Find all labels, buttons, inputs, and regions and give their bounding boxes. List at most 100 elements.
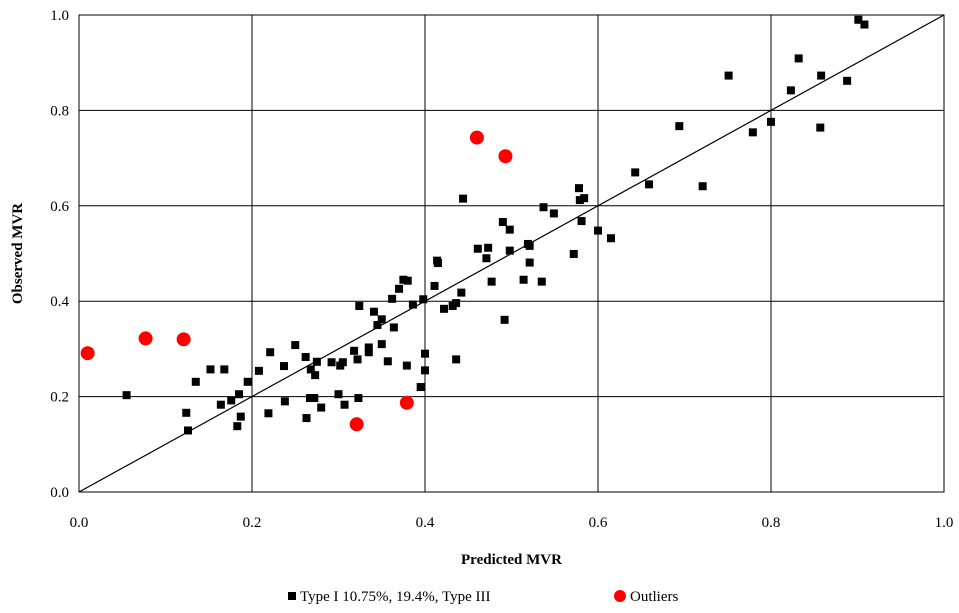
y-axis-tick-labels: 0.0 0.2 0.4 0.6 0.8 1.0	[50, 8, 69, 501]
data-point-square	[473, 244, 482, 253]
data-point-square	[539, 203, 548, 212]
data-point-square	[377, 340, 386, 349]
legend: Type I 10.75%, 19.4%, Type III Outliers	[288, 589, 678, 605]
data-point-square	[606, 234, 615, 243]
x-tick-label: 0.6	[589, 515, 608, 531]
data-point-square	[519, 275, 528, 284]
data-point-square	[311, 371, 320, 380]
data-point-outlier	[469, 130, 484, 145]
legend-label-type-i: Type I 10.75%, 19.4%, Type III	[300, 589, 491, 605]
data-point-square	[220, 365, 229, 374]
data-point-square	[452, 355, 461, 364]
y-tick-label: 0.0	[50, 485, 69, 501]
data-point-square	[122, 391, 131, 400]
data-point-square	[183, 426, 192, 435]
data-point-square	[373, 321, 382, 330]
data-point-square	[459, 194, 468, 203]
data-point-square	[334, 390, 343, 399]
data-point-square	[364, 343, 373, 352]
data-point-square	[724, 71, 733, 80]
data-point-square	[452, 299, 461, 308]
data-point-square	[233, 422, 242, 431]
data-point-outlier	[498, 149, 513, 164]
data-point-square	[698, 182, 707, 191]
data-point-square	[377, 315, 386, 324]
y-tick-label: 0.6	[50, 199, 69, 215]
y-tick-label: 0.4	[50, 294, 69, 310]
data-point-square	[235, 390, 244, 399]
data-point-square	[498, 218, 507, 227]
data-point-square	[854, 15, 863, 24]
data-point-square	[182, 408, 191, 417]
data-point-square	[191, 377, 200, 386]
data-point-square	[364, 348, 373, 357]
data-point-square	[433, 259, 442, 268]
data-point-square	[457, 288, 466, 297]
data-point-square	[549, 209, 558, 218]
data-point-square	[575, 196, 584, 205]
data-point-square	[484, 243, 493, 252]
data-point-square	[305, 394, 314, 403]
data-point-square	[395, 284, 404, 293]
data-point-square	[631, 168, 640, 177]
x-tick-label: 1.0	[935, 515, 954, 531]
data-point-square	[280, 397, 289, 406]
data-point-square	[748, 128, 757, 137]
data-point-square	[408, 300, 417, 309]
data-point-square	[580, 194, 589, 203]
data-point-square	[421, 349, 429, 358]
data-point-square	[500, 315, 509, 324]
y-axis-title: Observed MVR	[10, 203, 26, 304]
y-tick-label: 0.2	[50, 390, 69, 406]
data-point-square	[291, 341, 300, 350]
data-point-square	[505, 225, 514, 234]
data-point-square	[421, 366, 429, 375]
data-point-square	[817, 71, 826, 80]
data-point-outlier	[399, 395, 414, 410]
data-point-square	[306, 365, 315, 374]
data-point-square	[350, 346, 359, 355]
data-point-outlier	[80, 346, 95, 361]
series-outliers	[80, 130, 513, 432]
x-tick-label: 0.4	[416, 515, 435, 531]
y-tick-label: 0.8	[50, 103, 69, 119]
data-point-square	[419, 295, 428, 304]
legend-marker-type-i	[288, 592, 296, 600]
data-point-square	[416, 383, 425, 392]
data-point-square	[302, 414, 311, 423]
plot-border	[78, 14, 945, 493]
data-point-square	[310, 394, 319, 403]
data-point-square	[354, 394, 363, 403]
data-point-square	[402, 361, 411, 370]
series-type-i	[122, 15, 869, 435]
data-point-square	[675, 122, 684, 131]
data-point-square	[843, 76, 852, 85]
data-point-square	[794, 54, 803, 63]
legend-label-outliers: Outliers	[630, 589, 678, 605]
data-point-square	[383, 357, 392, 366]
data-point-square	[338, 358, 347, 367]
data-point-outlier	[138, 331, 153, 346]
data-point-square	[440, 304, 449, 313]
data-point-square	[369, 307, 378, 316]
data-point-square	[301, 353, 310, 362]
data-point-square	[254, 366, 263, 375]
data-point-square	[537, 277, 546, 286]
y-tick-label: 1.0	[50, 8, 69, 24]
data-point-square	[327, 358, 336, 367]
data-point-square	[317, 403, 326, 412]
data-point-square	[482, 254, 491, 263]
data-point-square	[399, 275, 408, 284]
data-point-square	[355, 301, 364, 310]
data-point-square	[340, 400, 349, 409]
data-point-square	[574, 184, 583, 193]
x-tick-label: 0.8	[762, 515, 781, 531]
legend-marker-outliers	[614, 590, 626, 602]
x-axis-tick-labels: 0.0 0.2 0.4 0.6 0.8 1.0	[70, 515, 954, 531]
x-tick-label: 0.0	[70, 515, 89, 531]
data-point-square	[216, 400, 225, 409]
data-point-square	[525, 241, 534, 250]
data-point-square	[767, 117, 775, 126]
data-point-square	[487, 277, 496, 286]
